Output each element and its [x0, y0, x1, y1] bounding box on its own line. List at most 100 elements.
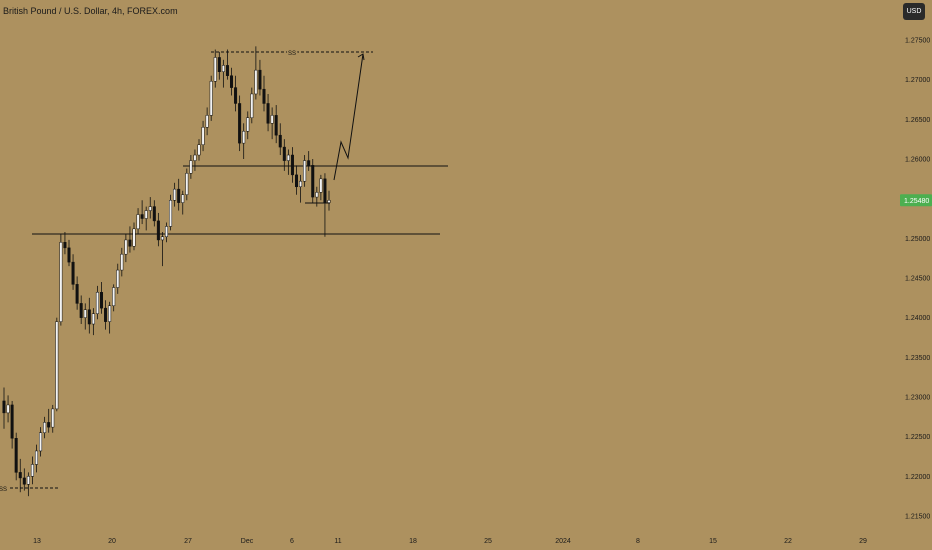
time-tick-label: 13 [33, 538, 41, 545]
candle-body [99, 292, 104, 309]
candle-body [79, 303, 83, 318]
price-tick-label: 1.23500 [905, 355, 930, 362]
chart-title: British Pound / U.S. Dollar, 4h, FOREX.c… [3, 6, 178, 16]
candle-body [307, 160, 311, 166]
time-tick-label: 18 [409, 538, 417, 545]
candle-body [242, 130, 246, 144]
time-tick-label: 25 [484, 538, 492, 545]
price-tick-label: 1.26000 [905, 157, 930, 164]
ss-label-top: SS [288, 51, 296, 57]
candle-body [221, 65, 225, 72]
candle-body [63, 242, 67, 249]
candle-body [254, 69, 258, 95]
price-tick-label: 1.24500 [905, 276, 930, 283]
candle-body [169, 200, 173, 227]
candle-body [6, 404, 10, 414]
currency-button[interactable]: USD [903, 3, 925, 20]
candle-body [83, 309, 87, 318]
candle-body [217, 57, 221, 72]
candle-body [205, 115, 209, 128]
candle-body [266, 103, 270, 124]
candle-body [197, 144, 201, 156]
candle-body [128, 239, 132, 247]
time-tick-label: Dec [241, 538, 254, 545]
candle-body [201, 127, 205, 145]
candle-body [262, 88, 266, 104]
candle-body [47, 422, 51, 428]
candle-body [104, 307, 108, 322]
candle-body [140, 214, 144, 219]
candle-body [270, 115, 274, 124]
candle-body [26, 476, 30, 485]
candle-body [164, 226, 169, 237]
price-tick-label: 1.27000 [905, 77, 930, 84]
candle-body [156, 220, 160, 241]
current-price-tag: 1.25480 [900, 194, 932, 207]
candle-body [124, 239, 128, 255]
candle-body [315, 192, 319, 198]
candle-body [2, 400, 6, 414]
candle-body [278, 134, 282, 148]
candle-body [30, 464, 34, 477]
candle-body [95, 292, 99, 314]
drawing-layer: SS SS [0, 50, 448, 495]
time-tick-label: 15 [709, 538, 717, 545]
current-price-label: 1.25480 [904, 198, 929, 205]
candle-body [71, 261, 75, 285]
time-tick-label: 8 [636, 538, 640, 545]
time-axis[interactable]: 13 20 27 Dec 6 11 18 25 2024 8 15 22 29 [33, 538, 867, 545]
price-tick-label: 1.22000 [905, 474, 930, 481]
candle-body [319, 178, 323, 193]
candle-body [136, 214, 140, 230]
candle-body [173, 188, 177, 201]
candle-body [75, 284, 79, 304]
time-tick-label: 11 [334, 538, 341, 545]
price-tick-label: 1.25000 [905, 236, 930, 243]
price-axis[interactable]: 1.275001.270001.265001.260001.255001.250… [905, 38, 930, 521]
candle-body [246, 117, 250, 132]
candle-body [177, 188, 181, 203]
candle-body [67, 247, 71, 263]
candle-body [87, 309, 91, 325]
projection-arrowhead [357, 53, 365, 61]
time-tick-label: 6 [290, 538, 294, 545]
candle-body [303, 160, 307, 182]
candle-body [91, 313, 95, 325]
time-tick-label: 29 [859, 538, 867, 545]
candle-body [323, 178, 327, 203]
candlestick-series[interactable] [2, 46, 331, 497]
candle-body [282, 146, 286, 161]
current-price-box [900, 194, 932, 207]
time-tick-label: 22 [784, 538, 792, 545]
projection-path[interactable] [333, 53, 364, 181]
candle-body [144, 210, 148, 219]
candle-body [34, 450, 39, 465]
candle-body [209, 81, 213, 116]
candle-body [299, 180, 303, 188]
candle-body [286, 154, 290, 161]
candle-body [193, 154, 197, 161]
candle-body [225, 65, 229, 76]
candle-body [22, 477, 26, 485]
candle-body [108, 305, 112, 322]
candle-body [112, 287, 116, 307]
candle-body [238, 103, 242, 144]
candle-body [55, 321, 59, 410]
candle-body [18, 472, 22, 479]
candle-body [120, 253, 124, 271]
price-tick-label: 1.23000 [905, 395, 930, 402]
time-tick-label: 20 [108, 538, 116, 545]
candle-body [160, 236, 164, 241]
price-tick-label: 1.21500 [905, 514, 930, 521]
candle-body [185, 173, 189, 195]
candle-body [229, 75, 234, 88]
candle-body [39, 432, 43, 452]
candle-body [213, 57, 217, 82]
candle-body [10, 404, 14, 439]
candle-body [189, 160, 193, 174]
candle-body [152, 206, 156, 222]
candle-body [311, 165, 315, 198]
candle-body [148, 206, 152, 211]
price-tick-label: 1.26500 [905, 117, 930, 124]
